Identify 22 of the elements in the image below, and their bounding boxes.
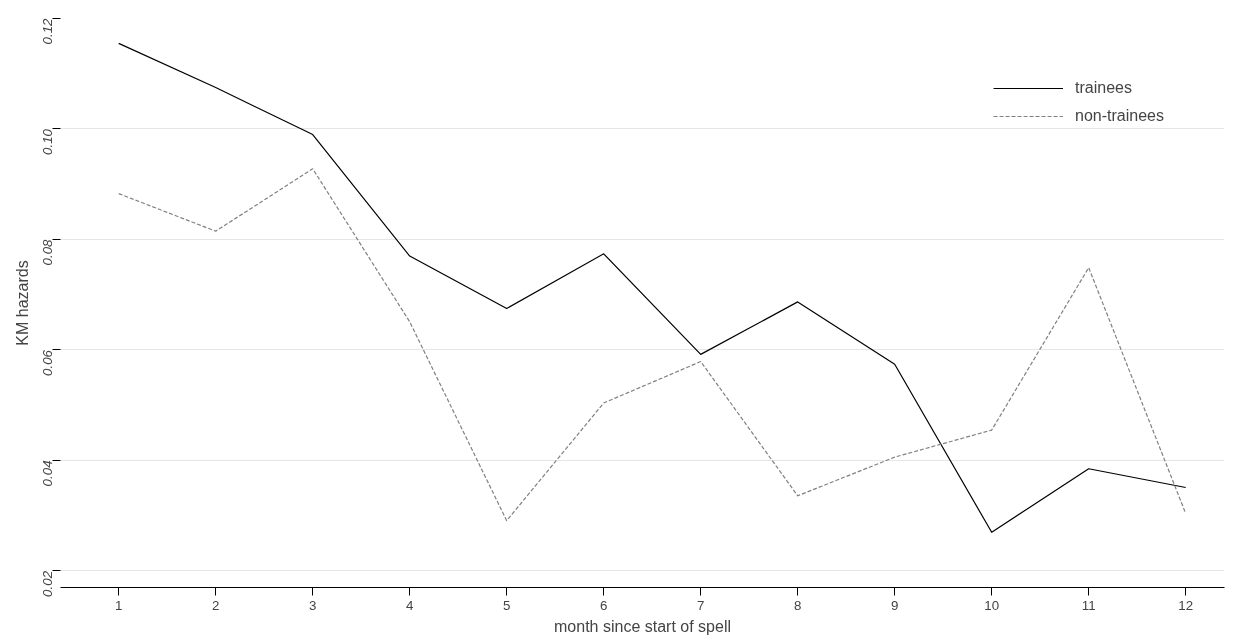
legend-label: non-trainees (1075, 107, 1164, 125)
x-tick-label: 6 (599, 597, 608, 613)
x-tick-label: 9 (890, 597, 899, 613)
x-axis-title: month since start of spell (554, 617, 731, 635)
x-tick-label: 10 (984, 597, 1000, 613)
y-axis-title: KM hazards (13, 260, 31, 346)
y-tick-label: 0.06 (40, 349, 55, 376)
x-tick-label: 11 (1081, 597, 1096, 613)
y-tick-label: 0.02 (40, 570, 55, 597)
x-tick-label: 5 (502, 597, 511, 613)
x-tick-label: 8 (793, 597, 802, 613)
x-tick-label: 4 (405, 597, 414, 613)
y-tick-label: 0.12 (40, 17, 55, 45)
x-tick-label: 12 (1178, 597, 1194, 613)
x-tick-label: 3 (308, 597, 317, 613)
x-tick-label: 1 (114, 597, 123, 613)
x-tick-label: 7 (696, 597, 705, 613)
x-tick-label: 2 (211, 597, 220, 613)
y-tick-label: 0.04 (40, 460, 55, 487)
y-tick-label: 0.10 (40, 128, 55, 155)
legend-label: trainees (1075, 79, 1132, 97)
y-tick-label: 0.08 (40, 238, 55, 266)
